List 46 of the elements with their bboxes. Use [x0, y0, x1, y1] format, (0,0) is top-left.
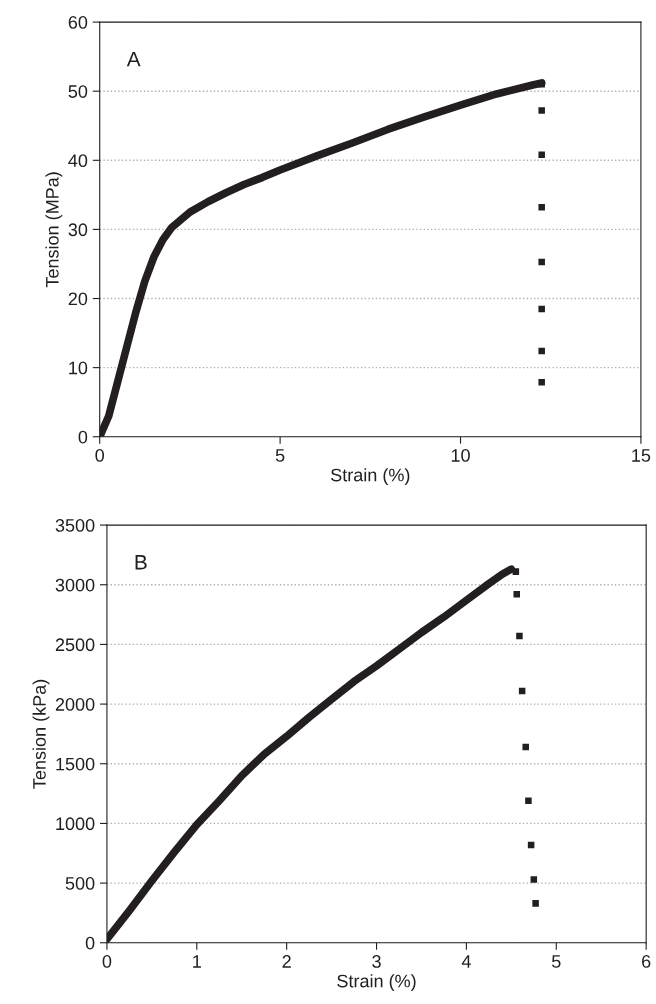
y-tick-label: 50	[68, 85, 88, 98]
x-tick-label: 1	[193, 955, 201, 968]
y-tick-label: 60	[68, 16, 88, 29]
y-tick-label: 2000	[55, 698, 95, 711]
y-tick-label: 500	[65, 877, 95, 890]
y-tick-label: 0	[85, 936, 95, 950]
point	[538, 347, 545, 355]
x-tick-label: 10	[451, 449, 470, 462]
x-tick-label: 4	[461, 955, 471, 968]
y-tick-label: 3500	[55, 519, 95, 532]
x-tick-label: 2	[282, 955, 291, 968]
point	[532, 900, 539, 907]
point	[538, 204, 545, 211]
y-tick-label: 2500	[55, 638, 95, 652]
x-axis-title: Strain (%)	[331, 468, 410, 485]
point	[538, 378, 545, 386]
point	[522, 743, 529, 751]
y-tick-label: 1000	[56, 817, 95, 831]
y-tick-label: 10	[69, 361, 88, 375]
y-tick-label: 1500	[56, 757, 95, 771]
x-tick-label: 3	[372, 955, 381, 968]
point	[516, 632, 523, 640]
y-axis-title: Tension (kPa)	[32, 679, 50, 789]
point	[538, 151, 545, 159]
y-tick-label: 40	[68, 154, 88, 168]
x-tick-label: 5	[275, 449, 285, 462]
point	[513, 591, 520, 598]
y-tick-label: 0	[78, 430, 88, 444]
point	[538, 305, 545, 313]
annotation: B	[135, 555, 147, 570]
x-tick-label: 15	[632, 449, 651, 462]
point	[525, 797, 532, 805]
point	[538, 107, 545, 114]
x-tick-label: 5	[551, 955, 561, 968]
point	[530, 876, 538, 883]
point	[512, 568, 520, 575]
annotation: A	[126, 51, 141, 67]
point	[538, 258, 545, 266]
y-tick-label: 3000	[55, 578, 95, 592]
x-tick-label: 6	[642, 955, 651, 968]
y-tick-label: 30	[68, 223, 88, 237]
x-tick-label: 0	[95, 449, 105, 462]
x-axis-title: Strain (%)	[337, 974, 416, 991]
x-tick-label: 0	[102, 955, 112, 968]
y-axis-title: Tension (MPa)	[45, 172, 63, 288]
y-tick-label: 20	[68, 292, 88, 306]
